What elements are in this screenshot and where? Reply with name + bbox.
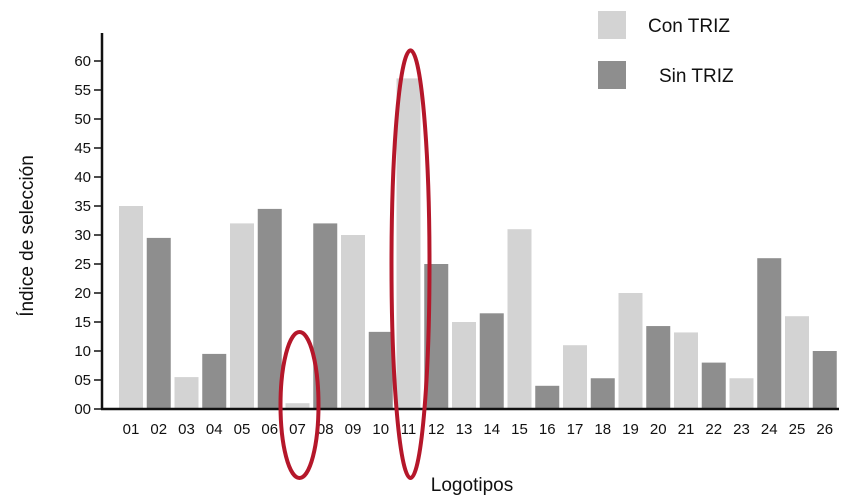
- x-tick-label: 10: [372, 421, 389, 438]
- x-tick-label: 26: [816, 421, 833, 438]
- bar-06: [257, 208, 282, 409]
- bar-07: [285, 403, 310, 409]
- bar-26: [812, 351, 837, 409]
- x-tick-label: 06: [261, 421, 278, 438]
- x-tick-label: 22: [705, 421, 722, 438]
- x-tick-label: 25: [789, 421, 806, 438]
- x-tick-label: 13: [456, 421, 473, 438]
- x-tick-label: 12: [428, 421, 445, 438]
- bar-03: [174, 377, 199, 409]
- bar-25: [785, 316, 809, 409]
- y-tick-label: 10: [74, 343, 91, 360]
- bar-09: [341, 235, 365, 409]
- bar-15: [507, 229, 532, 409]
- x-tick-label: 14: [483, 421, 500, 438]
- bar-10: [368, 331, 393, 409]
- bar-14: [479, 313, 504, 409]
- x-axis-title: Logotipos: [431, 475, 513, 496]
- bar-02: [146, 237, 171, 409]
- x-tick-label: 08: [317, 421, 334, 438]
- y-tick-label: 45: [74, 140, 91, 157]
- x-tick-label: 19: [622, 421, 639, 438]
- y-tick-label: 35: [74, 198, 91, 215]
- bar-18: [590, 378, 615, 409]
- y-tick-label: 40: [74, 169, 91, 186]
- bar-01: [119, 206, 143, 409]
- legend-swatch-con-triz: [598, 11, 626, 39]
- y-tick-label: 05: [74, 372, 91, 389]
- x-tick-label: 21: [678, 421, 695, 438]
- y-tick-label: 55: [74, 82, 91, 99]
- y-tick-label: 20: [74, 285, 91, 302]
- x-ticks: 01 02 03 04 05 06 07 08 09 10 11 12 13 14 15 16 17 18 19 20…: [123, 421, 833, 438]
- x-tick-label: 09: [345, 421, 362, 438]
- bar-11: [396, 78, 421, 410]
- legend-label-con-triz: Con TRIZ: [648, 16, 730, 37]
- x-tick-label: 03: [178, 421, 195, 438]
- x-tick-label: 05: [234, 421, 251, 438]
- bar-16: [535, 385, 560, 409]
- x-tick-label: 11: [401, 421, 417, 438]
- x-tick-label: 23: [733, 421, 750, 438]
- x-tick-label: 16: [539, 421, 556, 438]
- bars: [119, 78, 837, 410]
- y-tick-label: 60: [74, 53, 91, 70]
- bar-13: [452, 322, 476, 409]
- x-tick-label: 01: [123, 421, 140, 438]
- bar-20: [646, 326, 671, 409]
- legend: Con TRIZ Sin TRIZ: [598, 11, 734, 89]
- y-ticks: 00 05 10 15 20 25 30 35 40 45 50 55 60: [74, 53, 102, 418]
- axes: [100, 33, 839, 411]
- bar-24: [757, 258, 782, 409]
- x-tick-label: 18: [594, 421, 611, 438]
- x-tick-label: 24: [761, 421, 778, 438]
- bar-05: [230, 223, 254, 409]
- legend-label-sin-triz: Sin TRIZ: [659, 66, 734, 87]
- bar-23: [729, 378, 754, 409]
- y-axis-title: Índice de selección: [17, 155, 38, 317]
- bar-22: [701, 362, 726, 409]
- legend-swatch-sin-triz: [598, 61, 626, 89]
- x-tick-label: 07: [289, 421, 306, 438]
- highlight-ellipse-11: [389, 48, 432, 481]
- bar-04: [202, 353, 227, 409]
- y-tick-label: 25: [74, 256, 91, 273]
- y-tick-label: 50: [74, 111, 91, 128]
- y-tick-label: 00: [74, 401, 91, 418]
- x-tick-label: 17: [567, 421, 584, 438]
- y-tick-label: 30: [74, 227, 91, 244]
- x-tick-label: 02: [150, 421, 167, 438]
- x-tick-label: 20: [650, 421, 667, 438]
- x-tick-label: 15: [511, 421, 528, 438]
- highlight-ellipses: [278, 48, 432, 481]
- bar-17: [563, 345, 587, 409]
- highlight-ellipse-07: [278, 330, 321, 480]
- y-tick-label: 15: [74, 314, 91, 331]
- bar-19: [618, 293, 643, 409]
- x-tick-label: 04: [206, 421, 223, 438]
- bar-21: [674, 332, 698, 409]
